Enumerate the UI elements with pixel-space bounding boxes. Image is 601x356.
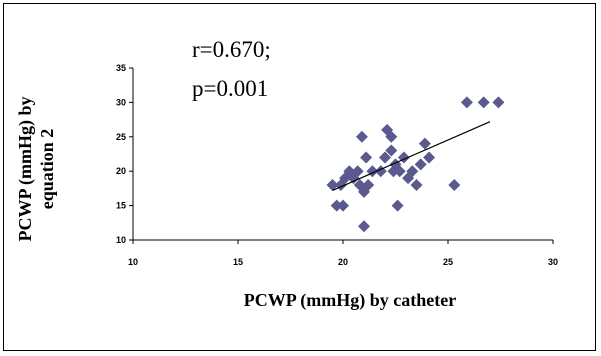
data-point xyxy=(362,178,375,191)
chart-frame xyxy=(3,3,596,351)
x-tick-label: 20 xyxy=(338,257,348,267)
data-point xyxy=(477,96,490,109)
data-point xyxy=(355,130,368,143)
data-point xyxy=(406,165,419,178)
data-point xyxy=(379,151,391,164)
x-tick-label: 10 xyxy=(128,257,138,267)
data-point xyxy=(351,165,364,178)
data-point xyxy=(460,96,473,109)
data-point xyxy=(337,199,349,212)
y-tick-label: 10 xyxy=(116,235,126,245)
x-tick-label: 30 xyxy=(548,257,558,267)
y-tick-label: 15 xyxy=(116,201,126,211)
y-tick-label: 20 xyxy=(116,166,126,176)
data-point xyxy=(385,144,398,157)
x-tick-label: 25 xyxy=(443,257,453,267)
y-tick-label: 30 xyxy=(116,97,126,107)
data-point xyxy=(423,151,436,164)
x-tick-label: 15 xyxy=(233,257,243,267)
data-point xyxy=(360,151,373,164)
data-point xyxy=(418,137,431,150)
data-point xyxy=(391,199,404,212)
data-point xyxy=(330,199,343,212)
y-tick-label: 35 xyxy=(116,63,126,73)
y-tick-label: 25 xyxy=(116,132,126,142)
data-point xyxy=(326,178,339,191)
data-point xyxy=(414,158,427,171)
data-point xyxy=(410,178,423,191)
data-point xyxy=(358,220,370,233)
p-value-annotation: p=0.001 xyxy=(192,76,269,101)
data-point xyxy=(385,130,398,143)
x-axis-label: PCWP (mmHg) by catheter xyxy=(243,290,457,310)
data-point xyxy=(393,165,406,178)
data-point xyxy=(492,96,505,109)
correlation-annotation: r=0.670; xyxy=(192,37,271,62)
trend-line xyxy=(332,121,491,192)
data-point xyxy=(448,178,461,191)
